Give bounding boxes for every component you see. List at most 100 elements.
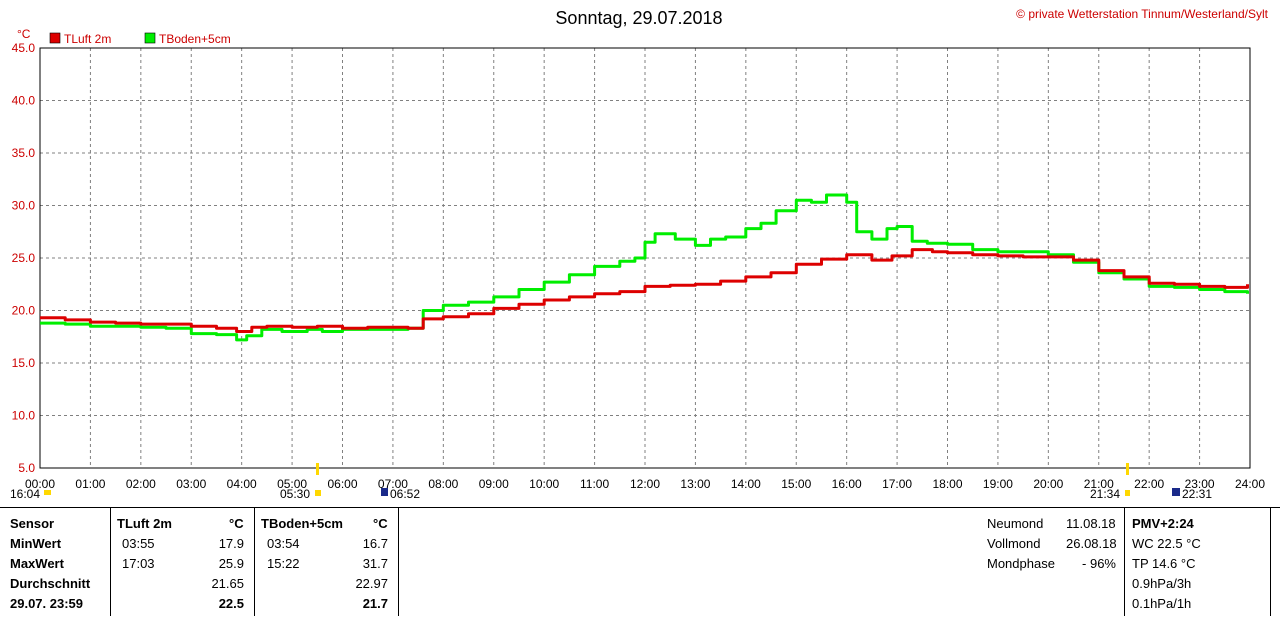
legend-label-luft: TLuft 2m — [64, 32, 111, 46]
boden-header: TBoden+5cm — [261, 516, 343, 531]
x-tick-label: 21:00 — [1084, 477, 1114, 491]
current-time-label: 29.07. 23:59 — [10, 596, 84, 611]
x-tick-label: 15:00 — [781, 477, 811, 491]
moon-icon-right — [1172, 488, 1180, 496]
luft-header: TLuft 2m — [117, 516, 172, 531]
x-tick-label: 19:00 — [983, 477, 1013, 491]
luft-min-value: 17.9 — [218, 536, 244, 551]
sun-time-3: 06:52 — [390, 487, 420, 501]
x-tick-label: 00:00 — [25, 477, 55, 491]
x-axis-ticks: 00:00 01:00 02:00 03:00 04:00 05:00 06:00 07:00… — [25, 477, 1265, 491]
x-tick-label: 01:00 — [75, 477, 105, 491]
stats-divider — [0, 507, 1280, 508]
minwert-label: MinWert — [10, 536, 62, 551]
y-tick-label: 25.0 — [12, 251, 36, 265]
taupunkt-value: TP 14.6 °C — [1132, 556, 1196, 571]
divider-3 — [398, 508, 399, 616]
x-tick-label: 17:00 — [882, 477, 912, 491]
series-line-boden — [40, 193, 1249, 342]
x-tick-label: 05:00 — [277, 477, 307, 491]
x-tick-label: 06:00 — [327, 477, 357, 491]
divider-1 — [110, 508, 111, 616]
x-tick-label: 24:00 — [1235, 477, 1265, 491]
sun-time-1: 16:04 — [10, 487, 40, 501]
sun-time-4: 21:34 — [1090, 487, 1120, 501]
y-tick-label: 30.0 — [12, 199, 36, 213]
sunset-marker — [1126, 463, 1129, 475]
sun-time-2: 05:30 — [280, 487, 310, 501]
sun-time-5: 22:31 — [1182, 487, 1212, 501]
divider-5 — [1270, 508, 1271, 616]
boden-min-time: 03:54 — [267, 536, 300, 551]
mondphase-value: - 96% — [1082, 556, 1116, 571]
boden-unit: °C — [373, 516, 388, 531]
sun-icon-left — [315, 490, 321, 496]
x-tick-label: 14:00 — [731, 477, 761, 491]
luft-max-time: 17:03 — [122, 556, 155, 571]
legend-label-boden: TBoden+5cm — [159, 32, 231, 46]
x-tick-label: 16:00 — [832, 477, 862, 491]
mondphase-label: Mondphase — [987, 556, 1055, 571]
luft-avg-value: 21.65 — [211, 576, 244, 591]
chart-title: Sonntag, 29.07.2018 — [555, 8, 722, 28]
series-line-luft — [40, 248, 1249, 333]
x-tick-label: 13:00 — [680, 477, 710, 491]
divider-4 — [1124, 508, 1125, 616]
legend: TLuft 2m TBoden+5cm — [49, 32, 231, 46]
legend-swatch-luft — [49, 32, 61, 44]
windchill-value: WC 22.5 °C — [1132, 536, 1201, 551]
boden-min-value: 16.7 — [362, 536, 388, 551]
neumond-label: Neumond — [987, 516, 1044, 531]
divider-2 — [254, 508, 255, 616]
x-tick-label: 08:00 — [428, 477, 458, 491]
x-tick-label: 03:00 — [176, 477, 206, 491]
vollmond-label: Vollmond — [987, 536, 1041, 551]
x-tick-label: 02:00 — [126, 477, 156, 491]
x-tick-label: 04:00 — [227, 477, 257, 491]
x-tick-label: 10:00 — [529, 477, 559, 491]
y-tick-label: 5.0 — [18, 461, 35, 475]
durchschnitt-label: Durchschnitt — [10, 576, 91, 591]
boden-current-value: 21.7 — [362, 596, 388, 611]
boden-avg-value: 22.97 — [355, 576, 388, 591]
stats-panel: Sensor MinWert MaxWert Durchschnitt 29.0… — [0, 510, 1280, 621]
x-tick-label: 20:00 — [1033, 477, 1063, 491]
sun-moon-markers: 16:04 05:30 06:52 21:34 22:31 — [10, 463, 1212, 501]
x-tick-label: 07:00 — [378, 477, 408, 491]
x-tick-label: 11:00 — [580, 477, 609, 491]
boden-max-time: 15:22 — [267, 556, 300, 571]
y-tick-label: 10.0 — [12, 409, 36, 423]
y-tick-label: 40.0 — [12, 94, 36, 108]
series-lines — [40, 193, 1249, 342]
luft-unit: °C — [229, 516, 244, 531]
y-tick-label: 35.0 — [12, 146, 36, 160]
x-tick-label: 09:00 — [479, 477, 509, 491]
luft-max-value: 25.9 — [218, 556, 244, 571]
luft-min-time: 03:55 — [122, 536, 155, 551]
sensor-header: Sensor — [10, 516, 55, 531]
moon-icon-left — [381, 488, 388, 496]
luft-current-value: 22.5 — [218, 596, 244, 611]
temperature-chart: Sonntag, 29.07.2018 © private Wetterstat… — [10, 7, 1269, 501]
pressure-1h-value: 0.1hPa/1h — [1132, 596, 1192, 611]
x-tick-label: 23:00 — [1185, 477, 1215, 491]
boden-max-value: 31.7 — [362, 556, 388, 571]
x-tick-label: 12:00 — [630, 477, 660, 491]
y-axis-ticks: 45.0 40.0 35.0 30.0 25.0 20.0 15.0 10.0 5.0 — [12, 41, 36, 475]
y-tick-label: 20.0 — [12, 304, 36, 318]
plot-frame — [39, 47, 1251, 469]
y-tick-label: 15.0 — [12, 356, 36, 370]
copyright-label: © private Wetterstation Tinnum/Westerlan… — [1016, 7, 1269, 21]
maxwert-label: MaxWert — [10, 556, 64, 571]
y-tick-label: 45.0 — [12, 41, 36, 55]
y-unit-label: °C — [17, 27, 31, 41]
legend-swatch-boden — [144, 32, 156, 44]
sun-icon-right — [1125, 490, 1130, 496]
moon-marker-left — [44, 490, 51, 495]
x-tick-label: 18:00 — [932, 477, 962, 491]
vollmond-date: 26.08.18 — [1066, 536, 1117, 551]
neumond-date: 11.08.18 — [1066, 516, 1116, 531]
pmv-header: PMV+2:24 — [1132, 516, 1194, 531]
sunrise-marker — [316, 463, 319, 475]
x-tick-label: 22:00 — [1134, 477, 1164, 491]
